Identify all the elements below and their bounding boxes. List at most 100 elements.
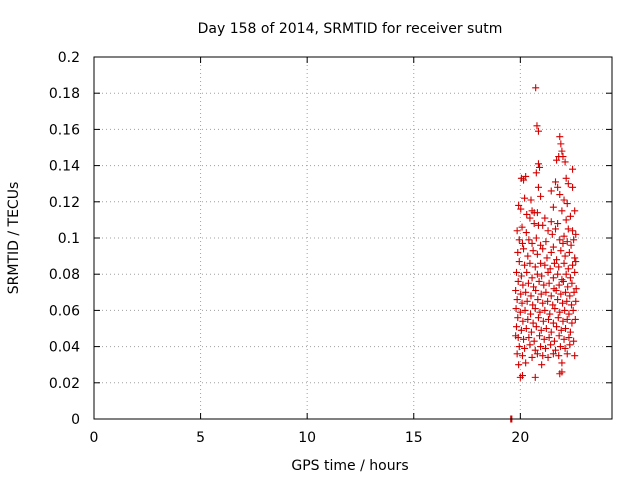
data-point (552, 225, 560, 233)
data-point (531, 263, 539, 271)
data-point (522, 325, 530, 332)
data-point (523, 210, 531, 218)
data-point (568, 279, 576, 287)
data-point (564, 225, 572, 233)
data-point (569, 306, 577, 314)
data-point (570, 337, 578, 345)
data-point (518, 223, 526, 231)
data-point (515, 236, 523, 244)
data-point (559, 239, 567, 247)
data-point (532, 323, 540, 331)
data-point (558, 359, 566, 367)
data-point (512, 305, 520, 313)
data-point (531, 346, 539, 354)
data-point (572, 285, 580, 293)
data-point (535, 277, 543, 285)
data-point (513, 296, 521, 304)
data-point (545, 279, 553, 287)
data-point (546, 310, 554, 318)
data-point (556, 308, 564, 316)
data-point (567, 241, 575, 249)
data-point (529, 247, 537, 255)
x-tick-label: 15 (405, 430, 423, 446)
data-point (558, 368, 566, 376)
data-point (541, 214, 549, 222)
data-point (547, 187, 555, 195)
data-point (560, 335, 568, 343)
data-point (565, 248, 573, 256)
data-point (530, 283, 538, 291)
y-tick-label: 0.02 (49, 376, 80, 392)
data-point (520, 176, 528, 184)
data-point (536, 308, 544, 316)
data-point (571, 268, 579, 276)
data-point (561, 252, 569, 260)
data-point (514, 334, 522, 342)
data-point (550, 337, 558, 345)
data-point (554, 183, 562, 191)
data-point (570, 236, 578, 244)
data-point (537, 290, 545, 298)
data-point (555, 263, 563, 271)
data-point (532, 234, 540, 242)
data-point (536, 163, 544, 171)
x-tick-label: 20 (511, 430, 529, 446)
y-tick-label: 0 (71, 412, 80, 428)
data-point (558, 147, 566, 155)
data-point (541, 306, 549, 314)
data-point (522, 288, 530, 296)
data-point (547, 328, 555, 336)
y-tick-label: 0.08 (49, 267, 80, 283)
data-point (534, 314, 542, 322)
data-point (518, 299, 526, 307)
data-point (533, 270, 541, 278)
data-point (521, 344, 529, 352)
data-point (562, 270, 570, 278)
data-point (544, 227, 552, 235)
data-point (513, 227, 521, 235)
data-point (561, 158, 569, 166)
data-point (532, 169, 540, 177)
data-point (539, 299, 547, 307)
data-point (569, 227, 577, 235)
data-point (547, 218, 555, 226)
data-point (538, 272, 546, 280)
data-point (522, 359, 530, 367)
data-point (513, 350, 521, 358)
data-point (556, 133, 564, 141)
y-tick-labels: 0 0.02 0.04 0.06 0.08 0.1 0.12 0.14 0.16 0.18 0.2 (49, 50, 80, 428)
data-point (549, 243, 557, 251)
data-point (542, 288, 550, 296)
data-point (540, 335, 548, 343)
data-point (567, 301, 575, 309)
data-point (559, 277, 567, 285)
data-point (560, 196, 568, 204)
data-point (525, 334, 533, 342)
data-point (556, 191, 564, 199)
data-point (554, 296, 562, 304)
data-point (544, 297, 552, 305)
data-point (533, 250, 541, 258)
data-point (515, 361, 523, 369)
data-point (566, 212, 574, 220)
data-point (520, 335, 528, 343)
data-point (571, 207, 579, 215)
data-point (538, 361, 546, 369)
data-point (526, 259, 534, 267)
data-point (517, 326, 525, 334)
data-points (507, 84, 580, 423)
data-point (522, 172, 530, 180)
data-point (554, 270, 562, 278)
data-point (515, 258, 523, 266)
data-point (559, 153, 567, 161)
data-point (547, 248, 555, 256)
data-point (566, 341, 574, 349)
data-point (565, 310, 573, 318)
data-point (541, 344, 549, 352)
data-point (513, 323, 520, 331)
data-point (549, 274, 557, 282)
data-point (560, 259, 568, 267)
data-point (514, 277, 522, 285)
y-axis-label: SRMTID / TECUs (6, 182, 22, 295)
data-point (537, 241, 545, 249)
